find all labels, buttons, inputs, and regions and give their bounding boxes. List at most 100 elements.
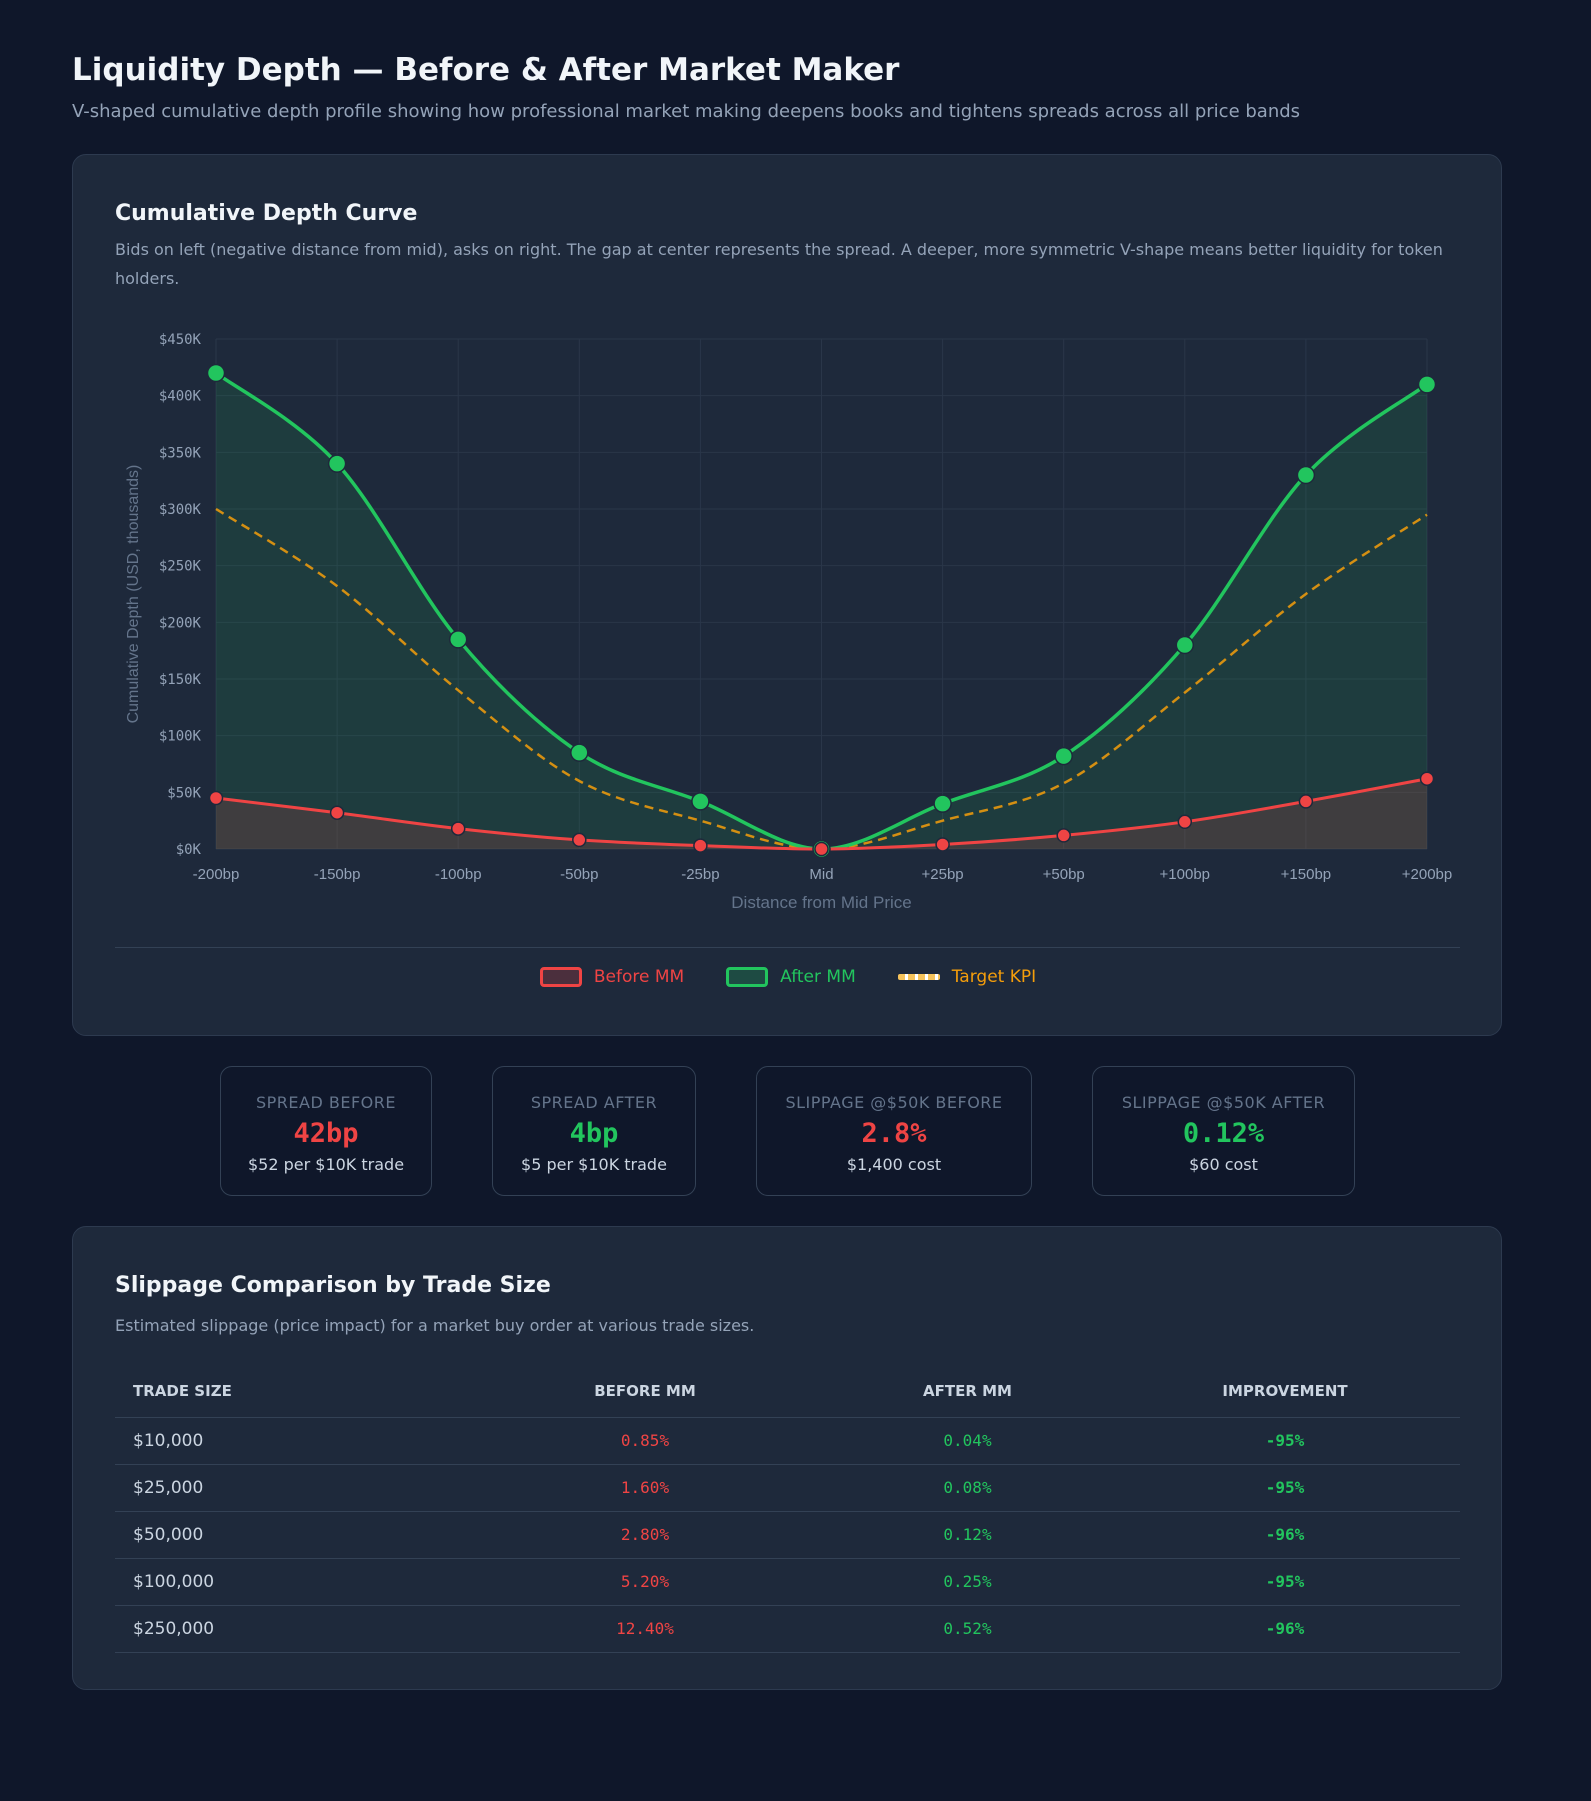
legend-label-before: Before MM xyxy=(593,967,685,987)
x-tick-label: -50bp xyxy=(560,866,598,883)
legend-item-after[interactable]: After MM xyxy=(726,967,856,987)
chart-description: Bids on left (negative distance from mid… xyxy=(115,240,1443,288)
x-tick-label: -200bp xyxy=(193,866,240,883)
stat-slippage-before: Slippage @$50K Before 2.8% $1,400 cost xyxy=(756,1066,1032,1196)
point-before-mm xyxy=(814,841,829,857)
point-after-mm xyxy=(933,794,952,813)
x-tick-label: +150bp xyxy=(1281,866,1331,883)
point-after-mm xyxy=(1175,635,1195,655)
legend-swatch-target xyxy=(897,974,940,980)
stat-value: 0.12% xyxy=(1182,1118,1265,1149)
cell-trade-size: $50,000 xyxy=(115,1511,465,1559)
cell-before: 12.40% xyxy=(465,1605,825,1653)
stat-spread-after: Spread After 4bp $5 per $10K trade xyxy=(492,1066,696,1196)
stat-note: $1,400 cost xyxy=(846,1155,942,1174)
legend-item-before[interactable]: Before MM xyxy=(539,967,685,987)
table-header-row: Trade Size Before MM After MM Improvemen… xyxy=(115,1365,1460,1418)
y-tick-label: $400K xyxy=(159,389,202,405)
point-before-mm xyxy=(1056,828,1071,843)
cell-before: 2.80% xyxy=(465,1511,825,1559)
stat-slippage-after: Slippage @$50K After 0.12% $60 cost xyxy=(1092,1066,1355,1196)
cell-improvement: -96% xyxy=(1110,1605,1460,1653)
y-tick-label: $200K xyxy=(159,615,202,631)
x-tick-label: +100bp xyxy=(1160,866,1210,883)
cell-before: 5.20% xyxy=(465,1558,825,1606)
area-after-mm xyxy=(216,373,1427,850)
page-subtitle: V-shaped cumulative depth profile showin… xyxy=(72,101,1301,122)
point-after-mm xyxy=(448,630,468,649)
stat-label: Spread After xyxy=(530,1093,658,1112)
table-row: $250,000 12.40% 0.52% -96% xyxy=(115,1605,1460,1653)
point-before-mm xyxy=(450,821,466,836)
slippage-table-card: Slippage Comparison by Trade Size Estima… xyxy=(72,1226,1502,1690)
area-before-mm xyxy=(216,778,1427,850)
point-after-mm xyxy=(1296,465,1316,485)
cell-after: 0.52% xyxy=(825,1605,1110,1653)
x-tick-label: +50bp xyxy=(1043,866,1085,883)
y-tick-label: $350K xyxy=(159,445,202,461)
cell-improvement: -95% xyxy=(1110,1464,1460,1512)
x-tick-label: +200bp xyxy=(1402,866,1452,883)
cell-trade-size: $100,000 xyxy=(115,1558,465,1606)
y-tick-label: $300K xyxy=(159,502,202,518)
page-title: Liquidity Depth — Before & After Market … xyxy=(72,52,900,88)
point-before-mm xyxy=(572,832,587,848)
legend-divider xyxy=(115,947,1460,948)
stat-value: 42bp xyxy=(293,1118,359,1149)
point-before-mm xyxy=(329,805,345,820)
stat-label: Spread Before xyxy=(256,1093,396,1112)
x-tick-label: -150bp xyxy=(314,866,361,883)
y-tick-label: $150K xyxy=(159,672,202,688)
chart-legend: Before MM After MM Target KPI xyxy=(73,967,1503,987)
point-after-mm xyxy=(691,792,710,811)
header-after-mm: After MM xyxy=(825,1365,1110,1418)
cell-after: 0.12% xyxy=(825,1511,1110,1559)
chart-title: Cumulative Depth Curve xyxy=(115,201,418,226)
cell-trade-size: $250,000 xyxy=(115,1605,465,1653)
legend-label-after: After MM xyxy=(780,967,856,987)
y-tick-label: $250K xyxy=(159,559,202,575)
x-axis-label: Distance from Mid Price xyxy=(731,893,911,912)
y-tick-label: $450K xyxy=(159,332,202,348)
legend-item-target[interactable]: Target KPI xyxy=(897,967,1036,987)
header-improvement: Improvement xyxy=(1110,1365,1460,1418)
cell-improvement: -95% xyxy=(1110,1417,1460,1465)
stat-note: $60 cost xyxy=(1189,1155,1258,1174)
cell-improvement: -96% xyxy=(1110,1511,1460,1559)
x-tick-label: -25bp xyxy=(681,866,719,883)
header-before-mm: Before MM xyxy=(465,1365,825,1418)
y-tick-label: $100K xyxy=(159,729,202,745)
point-after-mm xyxy=(206,363,226,383)
point-before-mm xyxy=(693,838,708,853)
stat-note: $5 per $10K trade xyxy=(521,1155,667,1174)
point-after-mm xyxy=(327,454,347,473)
stat-value: 4bp xyxy=(569,1118,619,1149)
cell-after: 0.08% xyxy=(825,1464,1110,1512)
x-tick-label: +25bp xyxy=(922,866,964,883)
cell-after: 0.04% xyxy=(825,1417,1110,1465)
table-row: $100,000 5.20% 0.25% -95% xyxy=(115,1558,1460,1606)
x-tick-label: Mid xyxy=(809,866,833,883)
cell-trade-size: $10,000 xyxy=(115,1417,465,1465)
cell-after: 0.25% xyxy=(825,1558,1110,1606)
depth-chart: $0K $50K $100K $150K $200K $250K $300K $350K $40… xyxy=(125,332,1452,912)
table-row: $10,000 0.85% 0.04% -95% xyxy=(115,1417,1460,1465)
stat-value: 2.8% xyxy=(861,1118,927,1149)
stat-spread-before: Spread Before 42bp $52 per $10K trade xyxy=(220,1066,432,1196)
stat-label: Slippage @$50K After xyxy=(1121,1093,1326,1112)
stat-note: $52 per $10K trade xyxy=(247,1155,405,1174)
point-before-mm xyxy=(1177,814,1193,830)
point-before-mm xyxy=(1298,794,1314,809)
table-row: $25,000 1.60% 0.08% -95% xyxy=(115,1464,1460,1512)
cell-before: 0.85% xyxy=(465,1417,825,1465)
point-after-mm xyxy=(570,743,589,762)
table-row: $50,000 2.80% 0.12% -96% xyxy=(115,1511,1460,1559)
table-title: Slippage Comparison by Trade Size xyxy=(115,1273,551,1298)
stat-label: Slippage @$50K Before xyxy=(785,1093,1003,1112)
y-tick-label: $0K xyxy=(176,842,202,858)
point-before-mm xyxy=(208,790,224,806)
x-tick-label: -100bp xyxy=(435,866,482,883)
point-after-mm xyxy=(1054,746,1073,766)
table-description: Estimated slippage (price impact) for a … xyxy=(115,1316,755,1335)
y-axis-label: Cumulative Depth (USD, thousands) xyxy=(125,465,142,724)
